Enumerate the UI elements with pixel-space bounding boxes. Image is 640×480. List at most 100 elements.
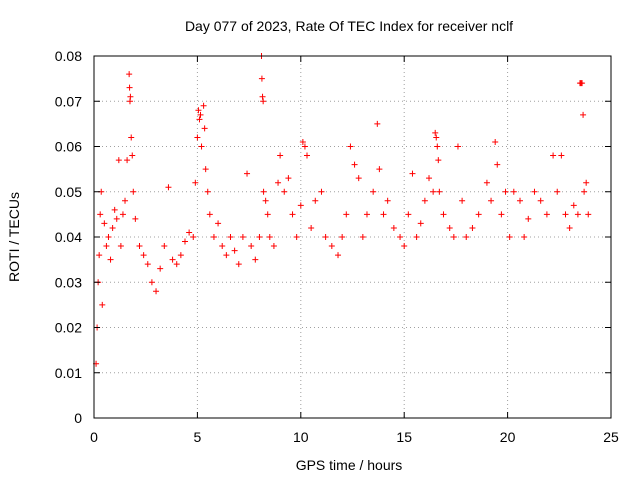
data-point [96, 252, 103, 259]
data-point [430, 188, 437, 195]
data-point [173, 261, 180, 268]
data-point [258, 75, 265, 82]
y-tick-label: 0.02 [55, 320, 82, 336]
data-point [328, 243, 335, 250]
data-point [531, 188, 538, 195]
data-point [463, 234, 470, 240]
data-point [459, 197, 466, 204]
data-point [355, 175, 362, 182]
data-point [260, 98, 267, 105]
data-point [363, 211, 370, 218]
data-point [113, 215, 120, 222]
data-point [126, 84, 133, 91]
data-point [405, 211, 412, 218]
y-axis-label: ROTI / TECUs [6, 192, 22, 282]
data-point [347, 143, 354, 150]
data-point [583, 179, 590, 186]
data-point [266, 234, 273, 240]
data-point [312, 197, 319, 204]
data-point [435, 157, 442, 164]
data-point [498, 211, 505, 218]
data-point [259, 93, 266, 100]
data-point [517, 197, 524, 204]
data-point [197, 111, 204, 118]
y-tick-label: 0.06 [55, 139, 82, 155]
data-point [231, 247, 238, 254]
data-point [401, 243, 408, 250]
data-point [210, 234, 217, 240]
data-point [252, 256, 259, 263]
data-point [301, 143, 308, 150]
data-point [494, 161, 501, 168]
data-point [417, 220, 424, 227]
data-point [194, 134, 201, 141]
data-point [198, 143, 205, 150]
data-point [181, 238, 188, 245]
x-tick-label: 20 [500, 429, 516, 445]
data-point [260, 188, 267, 195]
data-point [581, 188, 588, 195]
data-point [215, 220, 222, 227]
data-point [293, 234, 300, 240]
y-tick-labels: 0 0.01 0.02 0.03 0.04 0.05 0.06 0.07 0.08 [55, 48, 82, 426]
data-point [223, 252, 230, 259]
data-point [244, 170, 251, 177]
data-point [562, 211, 569, 218]
data-point [103, 243, 110, 250]
x-tick-label: 5 [194, 429, 202, 445]
data-point [570, 202, 577, 209]
data-point [99, 301, 106, 308]
data-point [397, 234, 404, 240]
data-point [248, 243, 255, 250]
data-point [262, 197, 269, 204]
data-point [304, 152, 311, 159]
data-point [488, 197, 495, 204]
data-point [177, 252, 184, 259]
data-point [299, 138, 306, 145]
data-point [239, 234, 246, 240]
data-point [285, 175, 292, 182]
data-point [201, 125, 208, 132]
y-tick-label: 0 [74, 410, 82, 426]
data-point [136, 243, 143, 250]
data-point [165, 184, 172, 191]
data-point [426, 175, 433, 182]
data-point [126, 71, 133, 78]
data-point [384, 197, 391, 204]
data-point [492, 138, 499, 145]
data-point [521, 234, 528, 240]
data-point [558, 152, 565, 159]
data-point [227, 234, 234, 240]
data-point [130, 188, 137, 195]
plot-grid [94, 56, 611, 418]
data-point [107, 256, 114, 263]
data-point [537, 197, 544, 204]
data-point [566, 224, 573, 231]
axis-ticks [93, 55, 612, 419]
data-point [475, 211, 482, 218]
data-point [275, 179, 282, 186]
x-tick-label: 0 [90, 429, 98, 445]
data-point [502, 188, 509, 195]
data-point [510, 188, 517, 195]
data-point [196, 116, 203, 123]
data-point [202, 166, 209, 173]
data-point [308, 224, 315, 231]
y-tick-label: 0.03 [55, 274, 82, 290]
data-point [169, 256, 176, 263]
data-point [380, 211, 387, 218]
data-point [339, 234, 346, 240]
y-tick-label: 0.08 [55, 48, 82, 64]
data-point [148, 279, 155, 286]
data-point [446, 224, 453, 231]
y-tick-label: 0.07 [55, 93, 82, 109]
data-point [469, 224, 476, 231]
data-point [436, 188, 443, 195]
y-tick-label: 0.04 [55, 229, 82, 245]
data-point [204, 188, 211, 195]
data-point [119, 211, 126, 218]
data-point [370, 188, 377, 195]
data-point [289, 211, 296, 218]
data-point [432, 129, 439, 136]
